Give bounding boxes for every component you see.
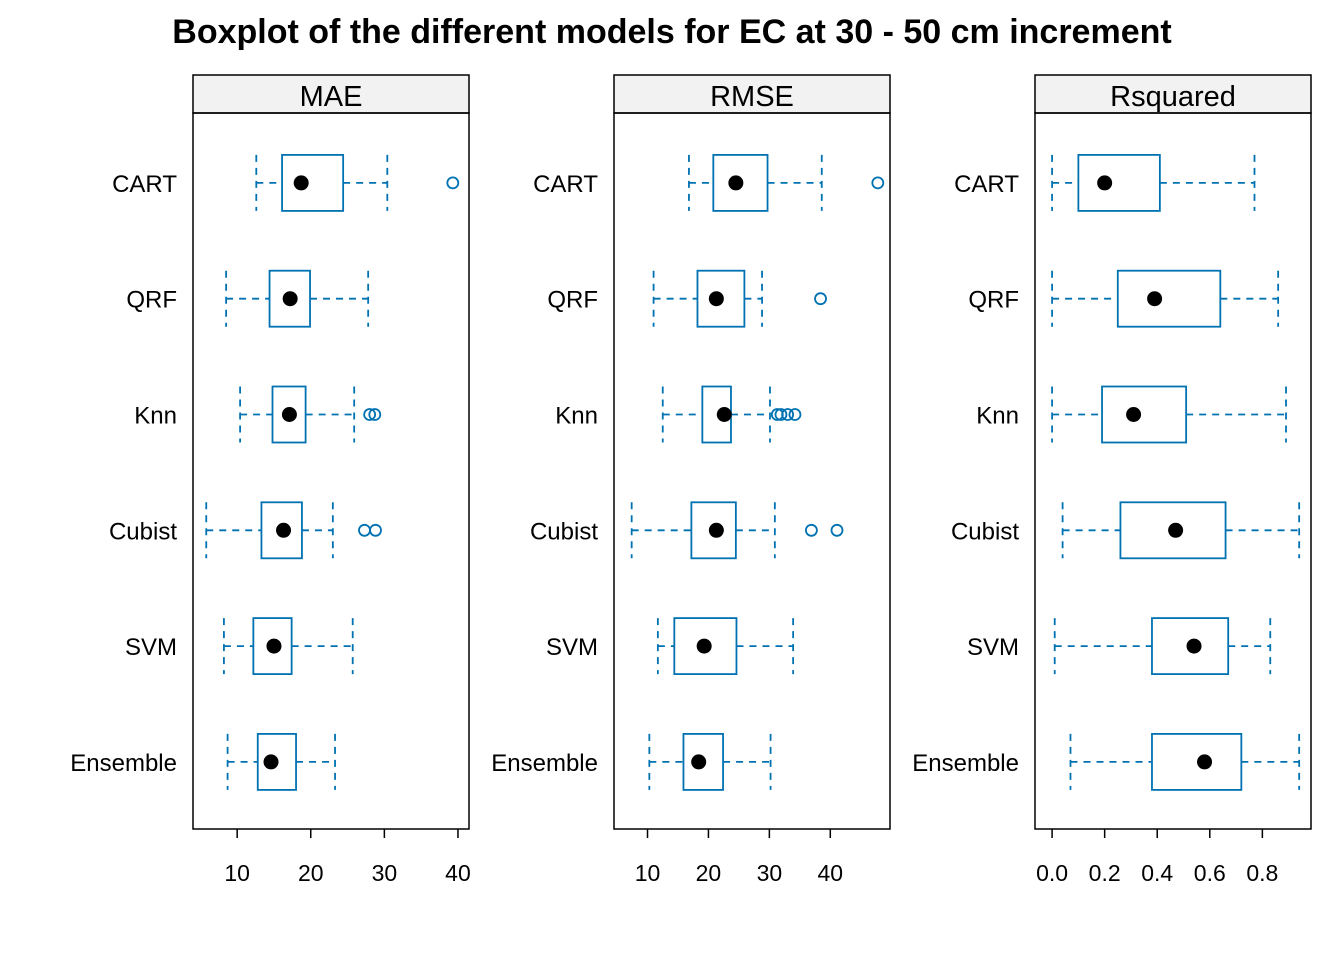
box-cart (1051, 153, 1256, 212)
box-cart (688, 153, 885, 212)
panel-strip-label: MAE (300, 81, 363, 113)
box-knn (661, 385, 802, 444)
median-dot (1168, 522, 1184, 538)
median-dot (1147, 291, 1163, 307)
outlier-point (363, 408, 377, 421)
x-tick-label: 40 (817, 860, 843, 886)
outlier-point (814, 292, 827, 306)
panel-rsquared: Rsquared Ensemble SVM Cubist Knn QRF CART 0.0 0.… (912, 74, 1312, 886)
box-knn (239, 385, 382, 444)
category-label: Ensemble (70, 750, 177, 777)
box-cart (255, 153, 460, 212)
box-iqr (281, 153, 345, 212)
outlier-point (358, 523, 371, 537)
outlier-point (788, 408, 802, 421)
box-cubist (1061, 501, 1301, 560)
x-tick-label: 20 (696, 860, 722, 886)
median-dot (691, 754, 707, 770)
category-label: Ensemble (491, 750, 598, 777)
x-tick-label: 0.6 (1194, 860, 1226, 886)
box-cubist (205, 501, 382, 560)
median-dot (263, 754, 279, 770)
category-label: CART (954, 171, 1019, 198)
category-label: SVM (546, 634, 598, 661)
x-tick-label: 0.4 (1141, 860, 1173, 886)
category-label: Knn (976, 403, 1019, 430)
category-label: Cubist (109, 518, 177, 545)
box-qrf (652, 269, 827, 328)
panel-strip-label: RMSE (710, 81, 794, 113)
box-ensemble (1069, 733, 1301, 791)
panel-frame (192, 112, 470, 830)
panel-strip-label: Rsquared (1110, 81, 1236, 113)
x-tick-label: 10 (635, 860, 661, 886)
median-dot (1186, 638, 1202, 654)
median-dot (293, 175, 309, 191)
category-label: Cubist (951, 518, 1019, 545)
median-dot (1126, 407, 1142, 422)
median-dot (716, 407, 732, 422)
x-tick-label: 10 (224, 860, 250, 886)
outlier-point (805, 523, 818, 537)
outlier-point (830, 523, 844, 537)
median-dot (276, 522, 292, 538)
box-ensemble (648, 733, 772, 791)
median-dot (1097, 175, 1113, 191)
x-tick-label: 20 (298, 860, 324, 886)
panel-rmse: RMSE Ensemble SVM Cubist Knn QRF CART 10 20 30 40 (491, 74, 891, 886)
box-iqr (1101, 385, 1188, 444)
box-svm (1053, 617, 1272, 675)
panel-strip (192, 74, 470, 114)
median-dot (266, 638, 282, 654)
outlier-point (781, 408, 795, 421)
category-label: SVM (125, 634, 177, 661)
chart-title: Boxplot of the different models for EC a… (172, 13, 1171, 51)
x-tick-label: 30 (757, 860, 783, 886)
category-label: CART (533, 171, 598, 198)
outlier-point (368, 408, 382, 421)
panel-frame (613, 112, 891, 830)
box-cubist (630, 501, 844, 560)
median-dot (708, 291, 724, 307)
median-dot (1197, 754, 1213, 770)
box-ensemble (226, 733, 336, 791)
panel-strip (1034, 74, 1312, 114)
panel-mae: MAE Ensemble SVM Cubist Knn QRF CART 10 20 30 40 (70, 74, 471, 886)
category-label: Cubist (530, 518, 598, 545)
box-iqr (1077, 153, 1161, 212)
category-label: SVM (967, 634, 1019, 661)
x-tick-label: 0.0 (1036, 860, 1068, 886)
category-label: Knn (555, 403, 598, 430)
category-label: QRF (547, 287, 598, 314)
outlier-point (369, 523, 382, 537)
category-label: CART (112, 171, 177, 198)
box-knn (1051, 385, 1287, 444)
outlier-point (871, 176, 885, 190)
median-dot (696, 638, 712, 654)
category-label: QRF (968, 287, 1019, 314)
x-tick-label: 40 (445, 860, 471, 886)
x-tick-label: 0.8 (1246, 860, 1278, 886)
box-qrf (225, 269, 370, 328)
category-label: Ensemble (912, 750, 1019, 777)
median-dot (281, 407, 297, 422)
panel-frame (1034, 112, 1312, 830)
category-label: QRF (126, 287, 177, 314)
box-iqr (1151, 733, 1243, 791)
category-label: Knn (134, 403, 177, 430)
median-dot (282, 291, 298, 307)
x-tick-label: 30 (372, 860, 398, 886)
x-tick-label: 0.2 (1089, 860, 1121, 886)
box-qrf (1051, 269, 1280, 328)
box-iqr (1116, 269, 1222, 328)
median-dot (728, 175, 744, 191)
outlier-point (774, 408, 788, 421)
box-svm (656, 617, 795, 675)
median-dot (708, 522, 724, 538)
box-svm (223, 617, 354, 675)
outlier-point (446, 176, 460, 190)
